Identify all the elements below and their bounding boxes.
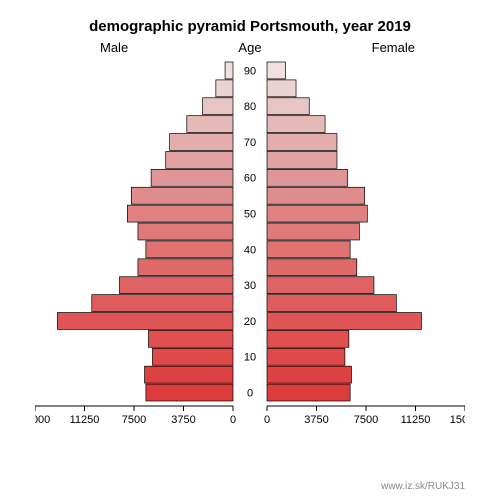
male-bar [131, 187, 233, 204]
age-tick-label: 0 [247, 387, 253, 399]
x-tick-label: 15000 [450, 414, 465, 426]
female-label: Female [372, 40, 415, 55]
male-bar [146, 241, 233, 258]
male-bar [138, 223, 233, 240]
female-bar [267, 98, 309, 115]
source-footer: www.iz.sk/RUKJ31 [381, 481, 465, 492]
x-tick-label: 7500 [354, 414, 378, 426]
age-tick-label: 70 [244, 137, 256, 149]
male-bar [92, 295, 233, 312]
male-bar [170, 134, 233, 151]
male-bar [166, 151, 233, 168]
male-bar [152, 348, 233, 365]
female-bar [267, 151, 337, 168]
male-bar [119, 277, 233, 294]
x-tick-label: 11250 [70, 414, 100, 426]
pyramid-chart: 0 10 20 30 40 50 60 70 80 90 0 0 3750 3750 7500 7500 11… [35, 60, 465, 430]
male-bar [187, 116, 233, 133]
male-bar [203, 98, 233, 115]
male-bar [151, 169, 233, 186]
female-bar [267, 259, 357, 276]
female-bar [267, 241, 350, 258]
x-tick-label: 0 [264, 414, 270, 426]
age-tick-label: 10 [244, 352, 256, 364]
female-bar [267, 313, 421, 330]
x-tick-label: 15000 [35, 414, 50, 426]
x-tick-label: 0 [230, 414, 236, 426]
female-bar [267, 169, 348, 186]
male-bar [145, 366, 233, 383]
female-bar [267, 223, 359, 240]
female-bar [267, 205, 367, 222]
age-tick-label: 20 [244, 316, 256, 328]
male-bar [225, 62, 233, 79]
male-bar [138, 259, 233, 276]
age-tick-label: 40 [244, 244, 256, 256]
male-bar [146, 384, 233, 401]
female-bar [267, 330, 349, 347]
x-axis: 0 0 3750 3750 7500 7500 11250 11250 15000 15000 [35, 406, 465, 426]
male-bar [127, 205, 233, 222]
age-tick-label: 80 [244, 101, 256, 113]
female-bar [267, 134, 337, 151]
age-tick-label: 90 [244, 65, 256, 77]
male-bar [57, 313, 233, 330]
x-tick-label: 7500 [122, 414, 146, 426]
male-bar [149, 330, 233, 347]
female-bar [267, 80, 296, 97]
age-tick-label: 30 [244, 280, 256, 292]
female-bar [267, 366, 351, 383]
x-tick-label: 11250 [401, 414, 431, 426]
age-axis-labels: 0 10 20 30 40 50 60 70 80 90 [244, 65, 256, 399]
chart-title: demographic pyramid Portsmouth, year 201… [0, 18, 500, 35]
x-tick-label: 3750 [304, 414, 328, 426]
pyramid-bars [57, 62, 421, 401]
female-bar [267, 384, 350, 401]
female-bar [267, 62, 285, 79]
age-tick-label: 50 [244, 209, 256, 221]
header-labels: Male Age Female [0, 40, 500, 58]
x-tick-label: 3750 [171, 414, 195, 426]
age-label: Age [0, 40, 500, 55]
female-bar [267, 295, 396, 312]
male-bar [216, 80, 233, 97]
age-tick-label: 60 [244, 173, 256, 185]
female-bar [267, 348, 345, 365]
female-bar [267, 187, 365, 204]
female-bar [267, 277, 374, 294]
female-bar [267, 116, 325, 133]
